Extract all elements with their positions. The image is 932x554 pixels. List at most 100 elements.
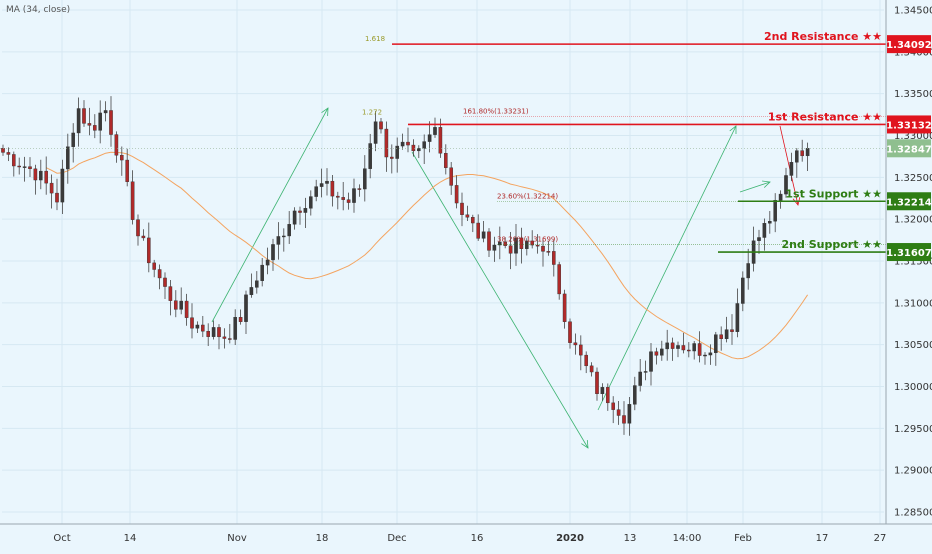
y-tick-label: 1.28500	[894, 508, 932, 519]
candle	[498, 226, 502, 260]
candle	[665, 329, 669, 361]
candle	[206, 323, 211, 347]
candle	[39, 159, 43, 190]
svg-text:1.33132: 1.33132	[886, 120, 932, 131]
candle	[109, 96, 113, 147]
candle	[746, 248, 750, 290]
candle	[244, 290, 248, 334]
candle	[125, 148, 129, 187]
gridlines	[2, 0, 884, 524]
candle	[141, 229, 146, 241]
fib-label: 1.618	[365, 35, 385, 43]
candle	[17, 157, 22, 175]
candle	[589, 362, 594, 377]
candle	[670, 337, 675, 361]
x-tick-label: 16	[471, 533, 484, 544]
candle	[22, 156, 27, 182]
candle	[92, 114, 97, 139]
y-tick-label: 1.31500	[894, 257, 932, 268]
candle	[33, 164, 38, 195]
candle	[476, 214, 481, 241]
candle	[573, 333, 578, 355]
candle	[287, 211, 292, 244]
y-tick-label: 1.31000	[894, 298, 932, 309]
candle	[200, 315, 205, 338]
candle	[557, 261, 561, 300]
candle	[130, 170, 135, 225]
y-tick-label: 1.29500	[894, 424, 932, 435]
candle	[454, 175, 459, 209]
candle	[611, 396, 615, 424]
candle	[530, 230, 534, 249]
candle	[465, 205, 470, 222]
indicator-label: MA (34, close)	[6, 5, 71, 15]
level-name: 1st Resistance ★★	[768, 110, 882, 123]
candle	[325, 168, 329, 196]
candle	[357, 184, 362, 197]
candle	[173, 290, 178, 318]
price-badge: 1.31607	[886, 243, 932, 262]
candle	[11, 151, 16, 177]
x-tick-label: 17	[816, 533, 829, 544]
x-tick-label: 27	[874, 533, 887, 544]
candle	[336, 191, 340, 210]
candle	[676, 341, 680, 358]
price-badges: 1.34092 1.33132 1.32214 1.31607 1.32847	[886, 35, 932, 262]
candle	[519, 227, 524, 264]
candle	[233, 309, 238, 345]
candle	[211, 320, 216, 340]
x-tick-label: Oct	[53, 533, 70, 544]
candle	[417, 145, 421, 159]
candle	[692, 340, 696, 360]
y-tick-label: 1.29000	[894, 466, 932, 477]
candle	[735, 288, 740, 338]
candle	[6, 147, 11, 162]
candle	[373, 110, 378, 152]
candle	[65, 133, 70, 184]
candle	[368, 133, 373, 179]
candle	[660, 340, 664, 361]
candle	[552, 239, 556, 277]
candle	[762, 218, 767, 251]
y-axis: 1.345001.340001.335001.330001.325001.320…	[894, 6, 932, 519]
candle	[379, 118, 383, 134]
candle	[390, 144, 394, 174]
fib-annotation: 1.272	[362, 108, 382, 116]
candle	[309, 190, 313, 216]
candle	[525, 238, 529, 256]
candle	[195, 321, 200, 333]
candle	[633, 376, 637, 411]
candle	[579, 335, 583, 371]
x-tick-label: 14	[124, 533, 137, 544]
level-support: 2nd Support ★★ 38.20%(1.31699)	[497, 235, 886, 253]
candle	[778, 190, 783, 209]
candle	[487, 228, 491, 257]
candle	[514, 223, 518, 266]
candle	[352, 178, 356, 213]
level-resistance: 1st Resistance ★★ 161.80%(1.33231)	[408, 107, 886, 126]
candle	[789, 152, 794, 182]
candle	[184, 293, 189, 326]
svg-text:1.32847: 1.32847	[886, 144, 932, 155]
candle	[82, 100, 86, 127]
candle	[179, 287, 184, 315]
price-badge: 1.34092	[886, 35, 932, 54]
candle	[341, 181, 346, 211]
candle	[622, 401, 626, 435]
candle	[346, 192, 351, 210]
candle	[638, 358, 642, 392]
current-price-badge: 1.32847	[886, 139, 932, 158]
candle	[298, 206, 302, 225]
candle	[784, 167, 788, 198]
candle	[643, 360, 648, 381]
candle	[460, 192, 464, 227]
svg-text:1.32214: 1.32214	[886, 197, 932, 208]
y-tick-label: 1.33000	[894, 131, 932, 142]
candle	[730, 314, 734, 345]
candle	[146, 222, 151, 273]
candle	[152, 259, 157, 278]
candle	[384, 121, 389, 172]
candle	[595, 367, 599, 401]
